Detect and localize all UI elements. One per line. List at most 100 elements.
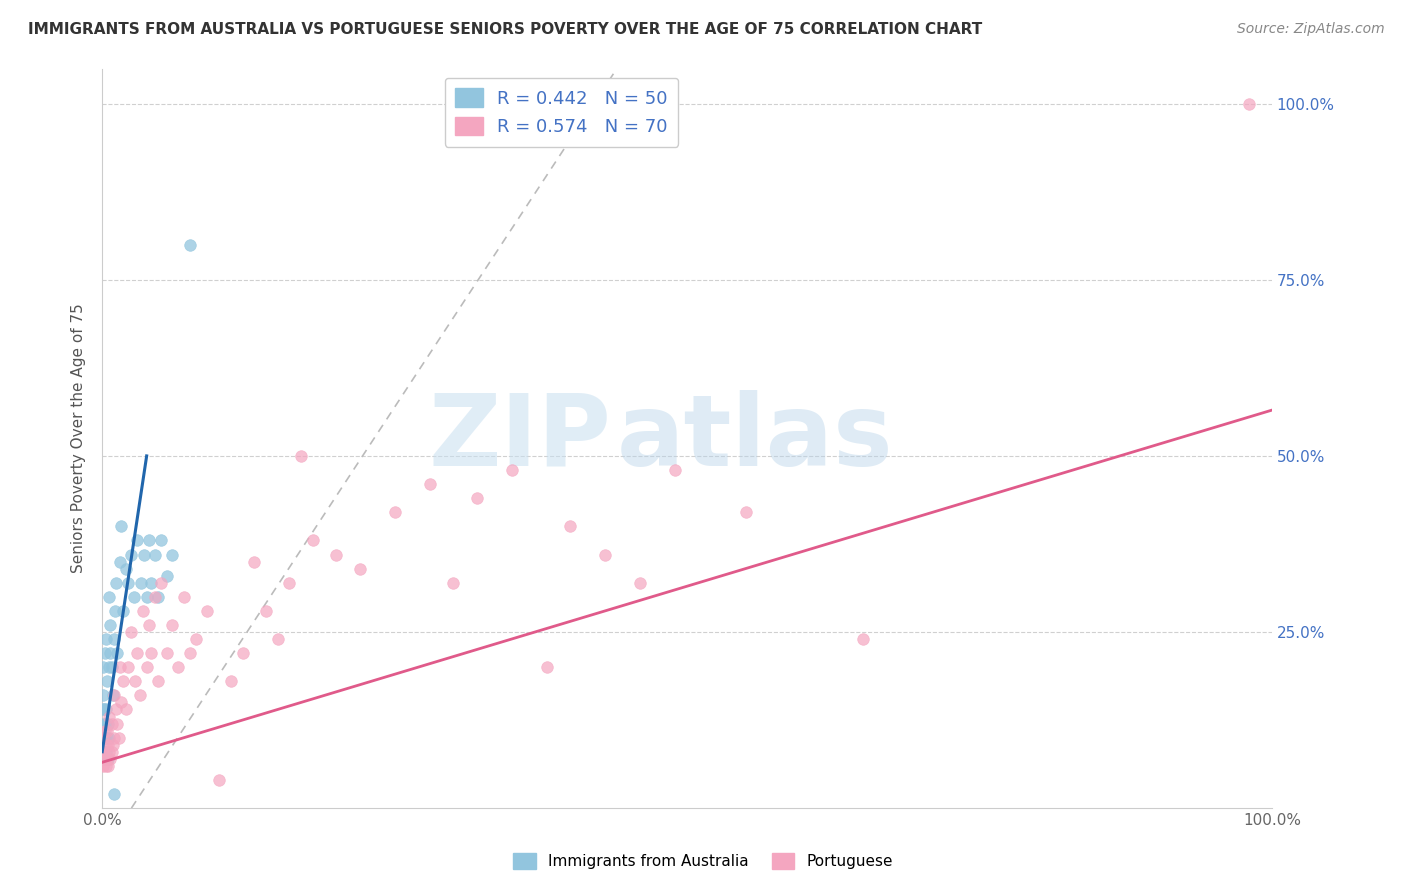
Point	[100, 752, 122, 766]
Legend: Immigrants from Australia, Portuguese: Immigrants from Australia, Portuguese	[506, 847, 900, 875]
Point	[91, 745, 114, 759]
Point	[138, 618, 160, 632]
Point	[117, 660, 139, 674]
Point	[143, 548, 166, 562]
Point	[101, 689, 124, 703]
Point	[93, 689, 115, 703]
Point	[219, 674, 242, 689]
Point	[184, 632, 207, 646]
Point	[349, 561, 371, 575]
Point	[120, 548, 142, 562]
Point	[104, 604, 127, 618]
Point	[103, 689, 125, 703]
Point	[93, 731, 115, 745]
Y-axis label: Seniors Poverty Over the Age of 75: Seniors Poverty Over the Age of 75	[72, 303, 86, 574]
Point	[96, 731, 118, 745]
Point	[254, 604, 277, 618]
Point	[107, 731, 129, 745]
Point	[734, 505, 756, 519]
Point	[94, 632, 117, 646]
Point	[664, 463, 686, 477]
Text: atlas: atlas	[617, 390, 893, 487]
Point	[266, 632, 288, 646]
Point	[103, 731, 125, 745]
Point	[278, 575, 301, 590]
Point	[141, 646, 163, 660]
Point	[135, 590, 157, 604]
Point	[173, 590, 195, 604]
Point	[93, 716, 115, 731]
Point	[419, 477, 441, 491]
Point	[290, 449, 312, 463]
Point	[325, 548, 347, 562]
Point	[120, 625, 142, 640]
Point	[93, 752, 115, 766]
Point	[179, 237, 201, 252]
Point	[148, 674, 170, 689]
Point	[105, 575, 128, 590]
Point	[112, 604, 135, 618]
Point	[100, 646, 122, 660]
Point	[162, 618, 184, 632]
Point	[98, 709, 121, 723]
Point	[114, 561, 136, 575]
Point	[110, 695, 132, 709]
Point	[107, 646, 129, 660]
Point	[98, 590, 121, 604]
Point	[91, 702, 114, 716]
Point	[593, 548, 616, 562]
Point	[558, 519, 581, 533]
Point	[179, 646, 201, 660]
Point	[384, 505, 406, 519]
Point	[108, 555, 131, 569]
Point	[96, 752, 118, 766]
Point	[98, 745, 121, 759]
Point	[117, 575, 139, 590]
Point	[93, 716, 115, 731]
Point	[93, 646, 115, 660]
Point	[93, 759, 115, 773]
Point	[501, 463, 523, 477]
Point	[124, 674, 146, 689]
Point	[208, 772, 231, 787]
Point	[197, 604, 219, 618]
Point	[100, 618, 122, 632]
Point	[103, 632, 125, 646]
Point	[93, 702, 115, 716]
Point	[105, 702, 128, 716]
Point	[129, 575, 152, 590]
Point	[628, 575, 651, 590]
Point	[103, 787, 125, 801]
Point	[93, 723, 115, 738]
Point	[93, 660, 115, 674]
Point	[107, 716, 129, 731]
Point	[98, 731, 121, 745]
Point	[301, 533, 323, 548]
Point	[91, 731, 114, 745]
Point	[94, 731, 117, 745]
Point	[114, 702, 136, 716]
Point	[110, 519, 132, 533]
Point	[132, 604, 155, 618]
Point	[108, 660, 131, 674]
Point	[138, 533, 160, 548]
Point	[93, 745, 115, 759]
Point	[149, 533, 172, 548]
Point	[135, 660, 157, 674]
Point	[97, 759, 120, 773]
Point	[243, 555, 266, 569]
Point	[97, 716, 120, 731]
Point	[98, 660, 121, 674]
Point	[141, 575, 163, 590]
Point	[536, 660, 558, 674]
Point	[148, 590, 170, 604]
Point	[96, 674, 118, 689]
Point	[128, 689, 150, 703]
Point	[96, 723, 118, 738]
Text: IMMIGRANTS FROM AUSTRALIA VS PORTUGUESE SENIORS POVERTY OVER THE AGE OF 75 CORRE: IMMIGRANTS FROM AUSTRALIA VS PORTUGUESE …	[28, 22, 983, 37]
Point	[143, 590, 166, 604]
Point	[149, 575, 172, 590]
Point	[93, 752, 115, 766]
Point	[134, 548, 156, 562]
Point	[127, 646, 149, 660]
